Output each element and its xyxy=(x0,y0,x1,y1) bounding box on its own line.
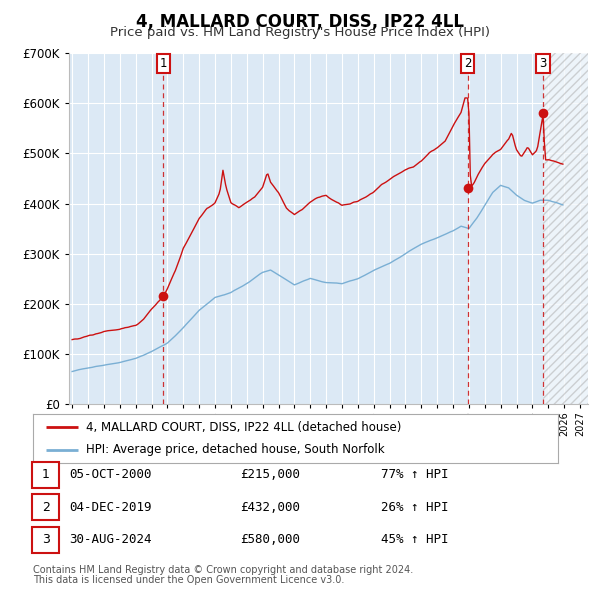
Text: 4, MALLARD COURT, DISS, IP22 4LL (detached house): 4, MALLARD COURT, DISS, IP22 4LL (detach… xyxy=(86,421,401,434)
Bar xyxy=(543,53,588,404)
Text: 3: 3 xyxy=(539,57,547,70)
Text: 3: 3 xyxy=(41,533,50,546)
Text: 2: 2 xyxy=(41,501,50,514)
Text: 26% ↑ HPI: 26% ↑ HPI xyxy=(381,501,449,514)
Text: 1: 1 xyxy=(160,57,167,70)
Text: 05-OCT-2000: 05-OCT-2000 xyxy=(69,468,151,481)
Text: 45% ↑ HPI: 45% ↑ HPI xyxy=(381,533,449,546)
Text: 04-DEC-2019: 04-DEC-2019 xyxy=(69,501,151,514)
Bar xyxy=(543,53,588,404)
Text: Contains HM Land Registry data © Crown copyright and database right 2024.: Contains HM Land Registry data © Crown c… xyxy=(33,565,413,575)
Text: £215,000: £215,000 xyxy=(240,468,300,481)
Text: £432,000: £432,000 xyxy=(240,501,300,514)
Text: This data is licensed under the Open Government Licence v3.0.: This data is licensed under the Open Gov… xyxy=(33,575,344,585)
Text: 4, MALLARD COURT, DISS, IP22 4LL: 4, MALLARD COURT, DISS, IP22 4LL xyxy=(136,13,464,31)
Text: 1: 1 xyxy=(41,468,50,481)
Text: HPI: Average price, detached house, South Norfolk: HPI: Average price, detached house, Sout… xyxy=(86,444,384,457)
Text: 77% ↑ HPI: 77% ↑ HPI xyxy=(381,468,449,481)
Text: 2: 2 xyxy=(464,57,472,70)
Text: 30-AUG-2024: 30-AUG-2024 xyxy=(69,533,151,546)
Text: £580,000: £580,000 xyxy=(240,533,300,546)
Text: Price paid vs. HM Land Registry's House Price Index (HPI): Price paid vs. HM Land Registry's House … xyxy=(110,26,490,39)
